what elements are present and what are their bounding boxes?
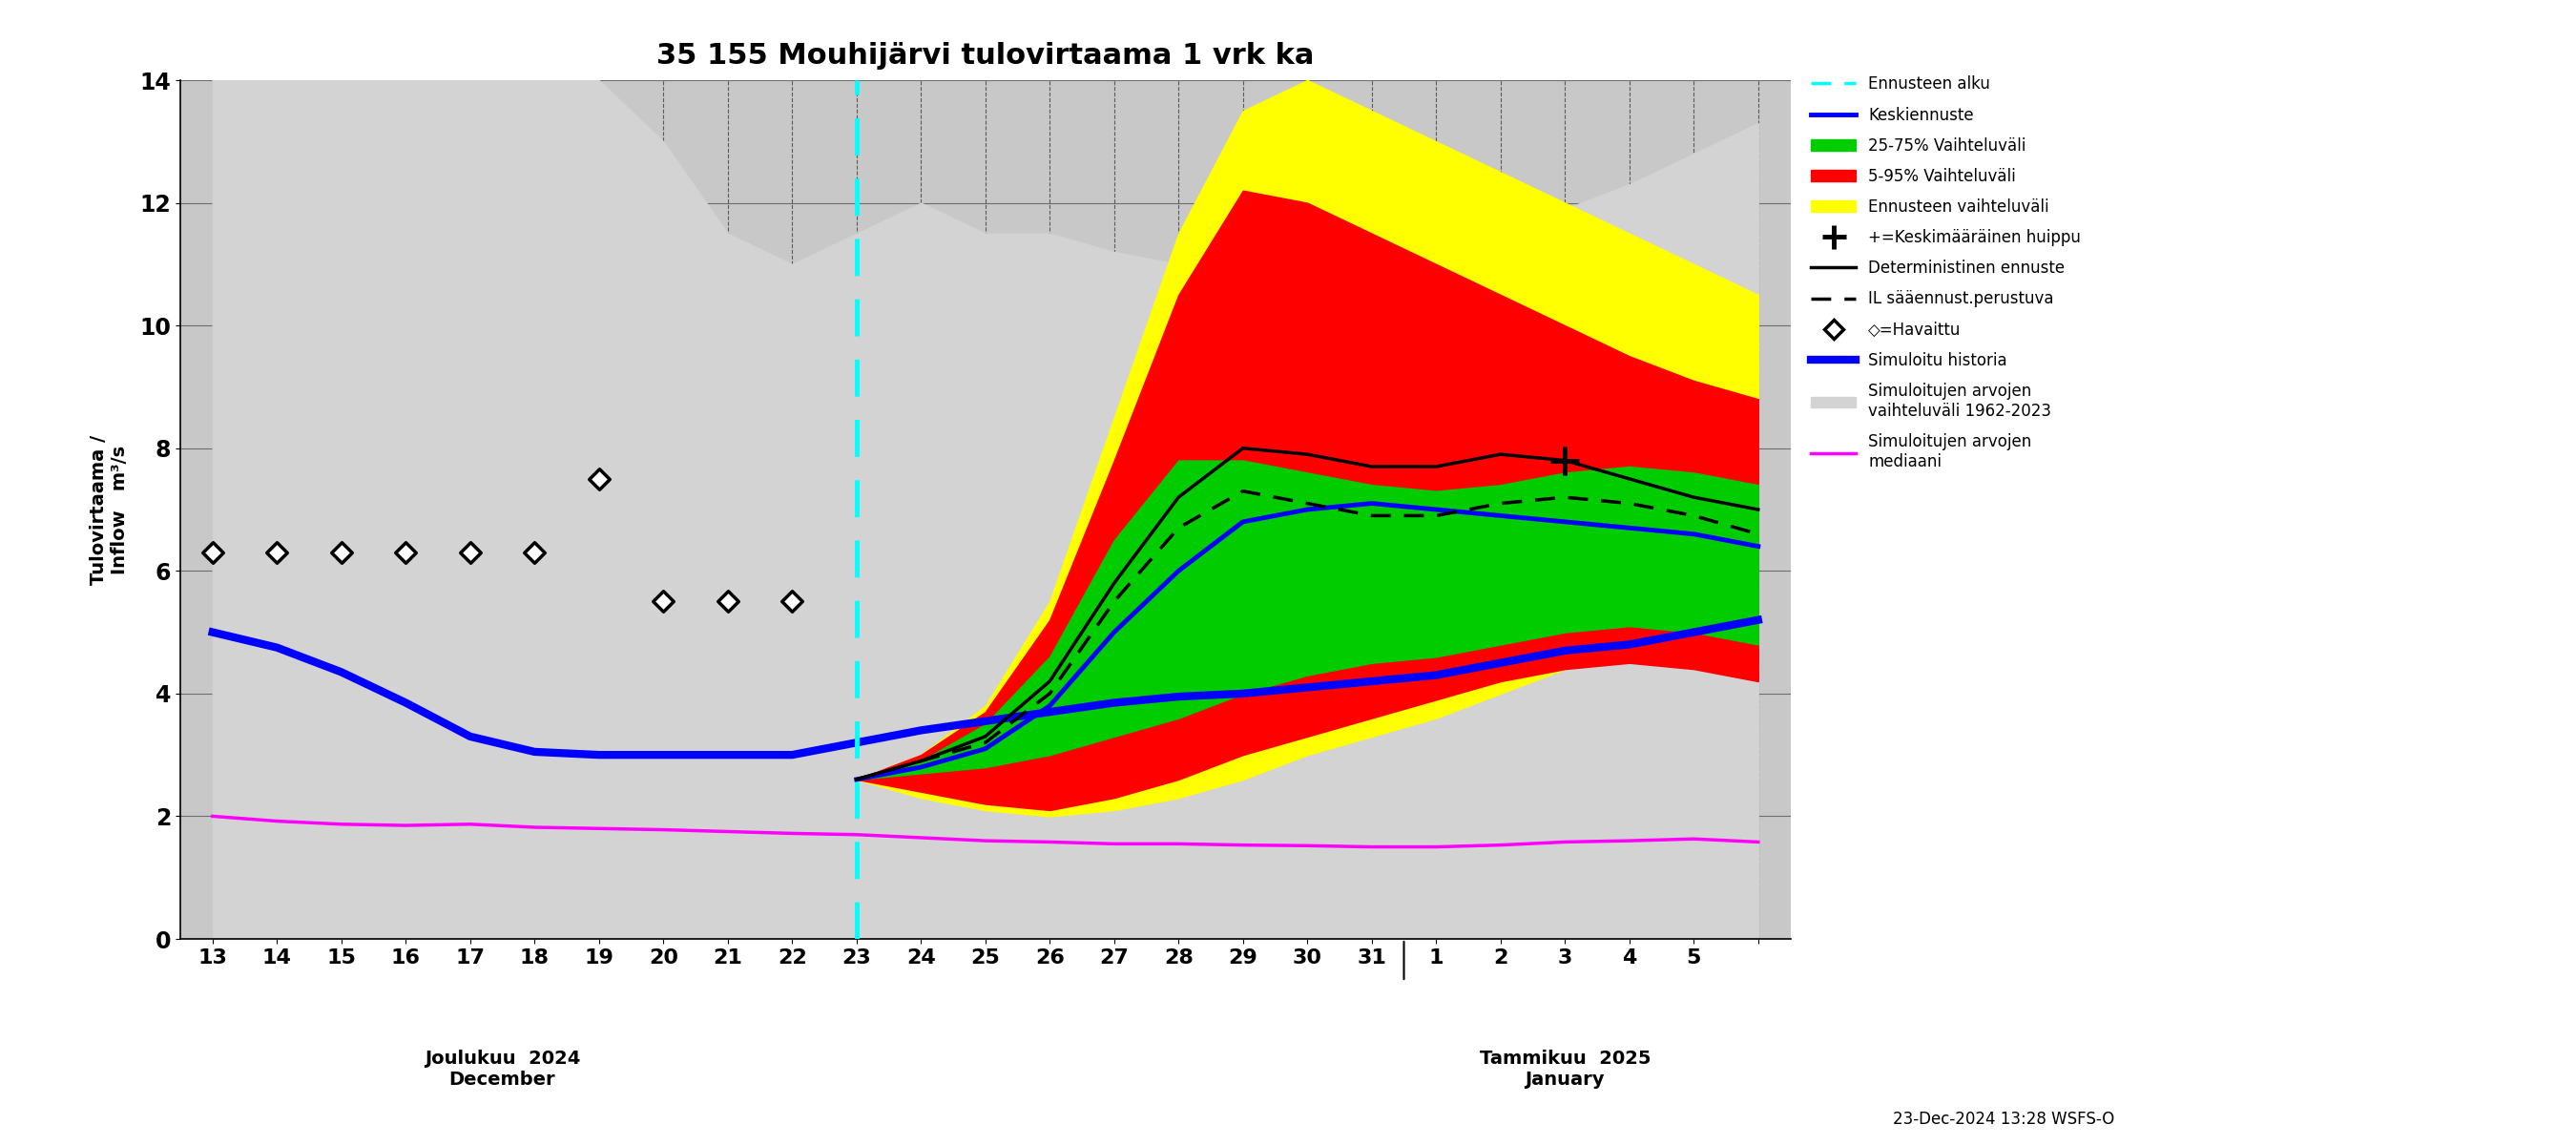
Point [773, 592, 814, 610]
Point [706, 592, 750, 610]
Text: 23-Dec-2024 13:28 WSFS-O: 23-Dec-2024 13:28 WSFS-O [1893, 1111, 2115, 1128]
Text: Tammikuu  2025
January: Tammikuu 2025 January [1479, 1049, 1651, 1089]
Title: 35 155 Mouhijärvi tulovirtaama 1 vrk ka: 35 155 Mouhijärvi tulovirtaama 1 vrk ka [657, 42, 1314, 70]
Point [258, 543, 299, 561]
Text: Joulukuu  2024
December: Joulukuu 2024 December [425, 1049, 580, 1089]
Point [580, 469, 621, 488]
Point [451, 543, 492, 561]
Point [386, 543, 428, 561]
Point [515, 543, 556, 561]
Legend: Ennusteen alku, Keskiennuste, 25-75% Vaihteluväli, 5-95% Vaihteluväli, Ennusteen: Ennusteen alku, Keskiennuste, 25-75% Vai… [1806, 71, 2087, 475]
Y-axis label: Tulovirtaama /
Inflow   m³/s: Tulovirtaama / Inflow m³/s [90, 435, 129, 584]
Point [644, 592, 685, 610]
Point [319, 543, 361, 561]
Point [193, 543, 232, 561]
